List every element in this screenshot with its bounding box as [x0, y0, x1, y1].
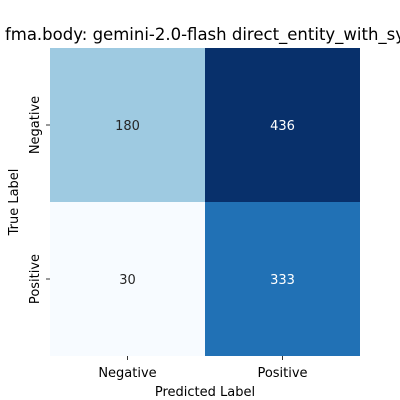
- chart-title: fma.body: gemini-2.0-flash direct_entity…: [5, 25, 400, 45]
- cell-value-label-1-1: 333: [270, 273, 295, 288]
- heatmap-cell-0-0: [50, 48, 205, 202]
- cell-value-label-1-0: 30: [119, 273, 136, 288]
- x-axis-ticks: Negative Positive: [98, 356, 308, 381]
- heatmap-cell-1-0: [50, 202, 205, 356]
- x-axis-label: Predicted Label: [155, 385, 255, 400]
- heatmap-cell-0-1: [205, 48, 360, 202]
- x-tick-label: Positive: [257, 366, 307, 381]
- y-tick-label: Positive: [28, 254, 43, 304]
- x-tick-label: Negative: [98, 366, 156, 381]
- heatmap-cells: 180 436 30 333: [50, 48, 360, 356]
- cell-value-label-0-0: 180: [115, 119, 140, 134]
- y-axis-ticks: Negative Positive: [28, 96, 50, 304]
- y-axis-label: True Label: [7, 169, 22, 237]
- y-tick-label: Negative: [28, 96, 43, 154]
- cell-value-label-0-1: 436: [270, 119, 295, 134]
- heatmap-cell-1-1: [205, 202, 360, 356]
